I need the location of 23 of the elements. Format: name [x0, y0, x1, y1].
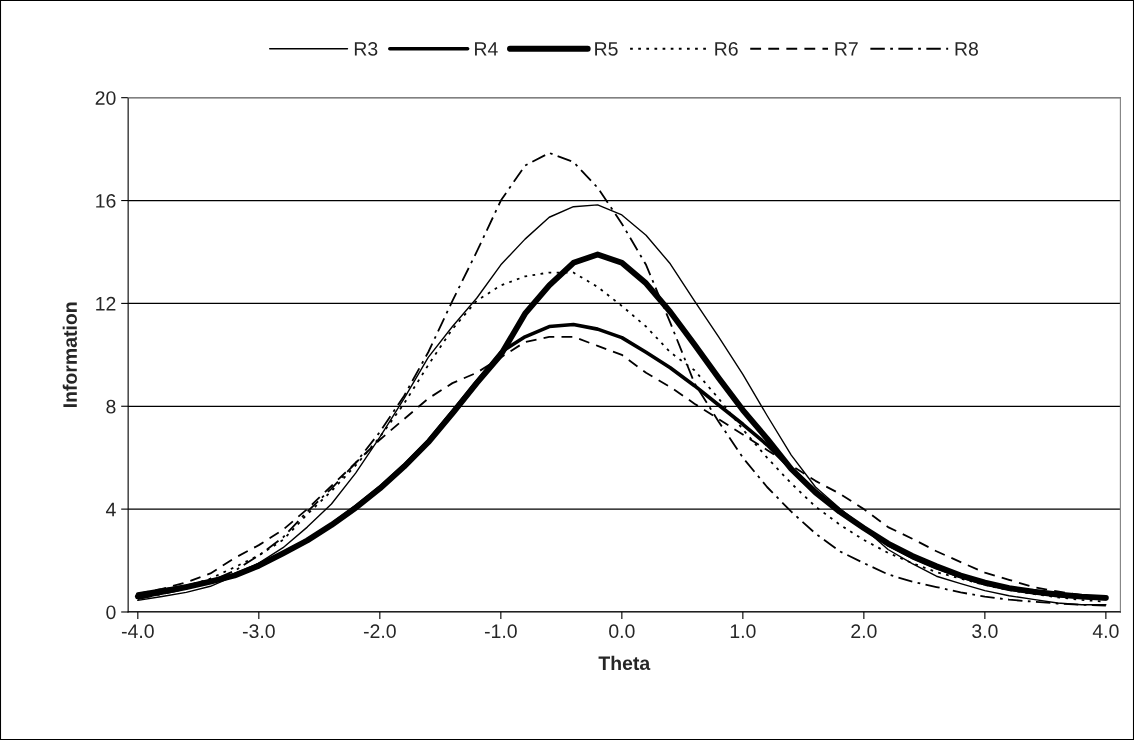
x-tick-label: -3.0	[242, 624, 275, 639]
y-tick-label: 16	[96, 194, 116, 208]
x-tick-label: -2.0	[363, 624, 396, 639]
x-tick-label: -1.0	[484, 624, 517, 639]
x-tick-label: 1.0	[730, 624, 756, 639]
x-tick-label: 2.0	[851, 624, 877, 639]
y-axis-title: Information	[62, 302, 77, 407]
legend-label: R8	[955, 42, 978, 56]
x-axis-title: Theta	[598, 655, 651, 671]
legend-label: R4	[475, 42, 498, 56]
y-tick-label: 0	[106, 605, 116, 620]
y-tick-label: 4	[105, 502, 116, 517]
y-tick-label: 12	[96, 296, 116, 311]
x-tick-label: -4.0	[121, 624, 154, 639]
x-tick-label: 3.0	[972, 624, 998, 639]
x-tick-label: 4.0	[1092, 624, 1119, 639]
legend-label: R3	[354, 42, 378, 56]
legend-label: R7	[835, 42, 858, 56]
y-tick-label: 20	[95, 91, 116, 105]
legend-label: R5	[595, 42, 618, 56]
legend-label: R6	[715, 42, 738, 56]
x-tick-label: 0.0	[609, 624, 635, 639]
y-tick-label: 8	[106, 399, 116, 414]
